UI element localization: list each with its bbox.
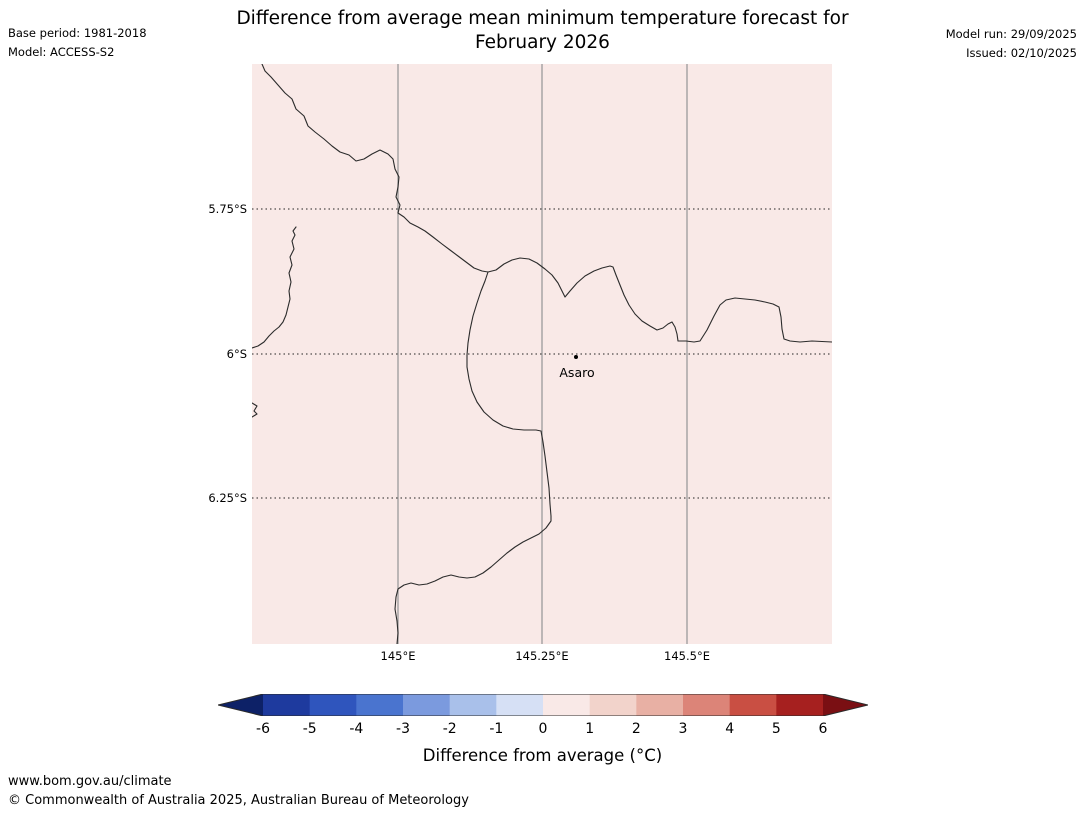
colorbar-segment (683, 694, 731, 716)
colorbar-segment (496, 694, 544, 716)
colorbar-segment (543, 694, 591, 716)
title-line-1: Difference from average mean minimum tem… (236, 8, 849, 29)
boundary-central (394, 271, 552, 644)
colorbar-tick-label: 4 (725, 721, 735, 737)
colorbar-left-arrow (218, 694, 263, 716)
colorbar-tick-label: -1 (489, 721, 504, 737)
colorbar-segment (589, 694, 637, 716)
lon-label-145-5e: 145.5°E (664, 649, 710, 663)
colorbar-tick-row: -6 -5 -4 -3 -2 -1 0 1 2 3 4 5 6 (218, 721, 868, 739)
lat-label-6s: 6°S (226, 347, 247, 361)
colorbar-segment (356, 694, 404, 716)
forecast-map: Asaro (252, 64, 832, 644)
colorbar-segment (263, 694, 311, 716)
colorbar-tick-label: 3 (678, 721, 688, 737)
figure-title: Difference from average mean minimum tem… (0, 7, 1085, 55)
colorbar-tick-label: -6 (256, 721, 270, 737)
footer-url: www.bom.gov.au/climate (8, 774, 172, 789)
colorbar-label: Difference from average (°C) (422, 746, 663, 765)
base-period-text: Base period: 1981-2018 (8, 26, 147, 40)
colorbar-segment (449, 694, 497, 716)
lon-label-145-25e: 145.25°E (515, 649, 569, 663)
boundary-west (252, 226, 297, 349)
province-boundaries (252, 64, 832, 644)
lat-label-5-75s: 5.75°S (208, 202, 247, 216)
colorbar-tick-label: 6 (818, 721, 828, 737)
boundary-west-small (252, 402, 258, 418)
colorbar (218, 694, 868, 716)
colorbar-tick-label: 1 (585, 721, 595, 737)
run-info: Model run: 29/09/2025 Issued: 02/10/2025 (946, 25, 1077, 62)
lat-label-6-25s: 6.25°S (208, 491, 247, 505)
lon-label-145e: 145°E (380, 649, 416, 663)
model-info: Base period: 1981-2018 Model: ACCESS-S2 (8, 24, 147, 61)
footer-copyright: © Commonwealth of Australia 2025, Austra… (8, 793, 469, 808)
colorbar-right-arrow (823, 694, 868, 716)
colorbar-segments (263, 694, 824, 716)
colorbar-segment (729, 694, 777, 716)
asaro-marker (574, 355, 578, 359)
boundary-north (261, 64, 832, 343)
colorbar-tick-label: -5 (302, 721, 317, 737)
colorbar-tick-label: 2 (631, 721, 641, 737)
title-line-2: February 2026 (475, 32, 610, 53)
colorbar-segment (403, 694, 451, 716)
asaro-label: Asaro (559, 365, 594, 380)
colorbar-segment (309, 694, 357, 716)
colorbar-tick-label: -3 (396, 721, 410, 737)
issued-text: Issued: 02/10/2025 (966, 45, 1077, 60)
colorbar-tick-label: -2 (442, 721, 457, 737)
colorbar-segment (636, 694, 684, 716)
colorbar-tick-label: 0 (538, 721, 548, 737)
colorbar-tick-label: -4 (349, 721, 364, 737)
model-run-text: Model run: 29/09/2025 (945, 27, 1077, 41)
colorbar-tick-label: 5 (771, 721, 781, 737)
colorbar-segment (776, 694, 824, 716)
model-text: Model: ACCESS-S2 (8, 44, 115, 59)
longitude-gridlines (397, 64, 688, 644)
